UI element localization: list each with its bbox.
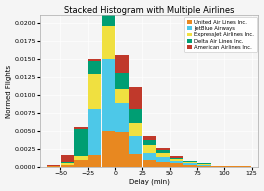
Bar: [88, 59, 101, 61]
Bar: [74, 156, 88, 160]
Bar: [61, 163, 74, 165]
Bar: [170, 163, 183, 167]
Bar: [170, 156, 183, 158]
Bar: [74, 160, 88, 167]
Bar: [115, 132, 129, 167]
Bar: [183, 160, 197, 161]
Bar: [102, 0, 115, 26]
Bar: [102, 131, 115, 167]
Bar: [115, 55, 129, 73]
Y-axis label: Normed Flights: Normed Flights: [6, 65, 12, 118]
Bar: [88, 61, 101, 74]
Bar: [47, 165, 60, 166]
Bar: [156, 157, 169, 162]
Bar: [88, 74, 101, 108]
Bar: [129, 136, 142, 154]
Bar: [61, 165, 74, 167]
Bar: [143, 145, 156, 153]
Bar: [115, 104, 129, 132]
Bar: [170, 159, 183, 161]
Bar: [129, 108, 142, 123]
Bar: [129, 87, 142, 108]
Bar: [143, 136, 156, 140]
Bar: [156, 150, 169, 153]
Bar: [156, 147, 169, 150]
Bar: [156, 153, 169, 157]
Legend: United Air Lines Inc., JetBlue Airways, ExpressJet Airlines Inc., Delta Air Line: United Air Lines Inc., JetBlue Airways, …: [184, 17, 257, 53]
Bar: [143, 153, 156, 160]
Bar: [102, 59, 115, 131]
Bar: [197, 166, 210, 167]
Bar: [143, 140, 156, 145]
Bar: [88, 155, 101, 167]
Bar: [183, 163, 197, 165]
Bar: [156, 162, 169, 167]
Bar: [170, 161, 183, 163]
Bar: [183, 161, 197, 162]
Bar: [211, 166, 224, 167]
Bar: [224, 166, 238, 167]
Bar: [115, 73, 129, 89]
Bar: [129, 154, 142, 167]
Bar: [197, 165, 210, 166]
Bar: [47, 166, 60, 167]
Bar: [183, 162, 197, 163]
Bar: [102, 26, 115, 59]
X-axis label: Delay (min): Delay (min): [129, 179, 170, 185]
Bar: [61, 162, 74, 163]
Bar: [74, 127, 88, 129]
Bar: [129, 123, 142, 136]
Bar: [197, 164, 210, 165]
Title: Stacked Histogram with Multiple Airlines: Stacked Histogram with Multiple Airlines: [64, 6, 234, 15]
Bar: [143, 160, 156, 167]
Bar: [74, 129, 88, 156]
Bar: [238, 166, 252, 167]
Bar: [115, 89, 129, 104]
Bar: [88, 108, 101, 155]
Bar: [183, 165, 197, 167]
Bar: [170, 158, 183, 159]
Bar: [61, 155, 74, 162]
Bar: [197, 163, 210, 164]
